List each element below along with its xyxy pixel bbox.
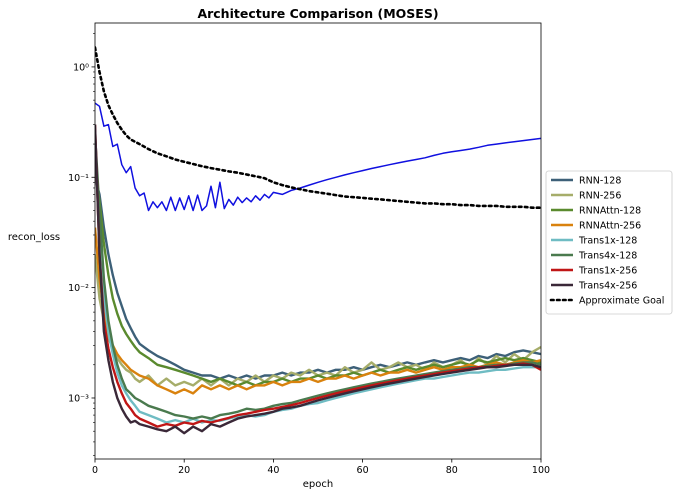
series-line-approximate-goal — [95, 46, 541, 209]
x-tick-label: 60 — [357, 465, 369, 476]
series-line-rnnattn-256 — [95, 227, 541, 395]
legend-label: Trans4x-128 — [578, 251, 637, 262]
x-tick-label: 0 — [92, 465, 98, 476]
legend: RNN-128 RNN-256 RNNAttn-128 RNNAttn-256 Tran… — [545, 170, 673, 315]
legend-label: RNN-128 — [579, 176, 621, 187]
plot-area: 0 20 40 60 80 100 10⁻³ 10⁻² 10⁻¹ 10⁰ — [68, 22, 550, 476]
y-tick-label: 10⁰ — [73, 62, 89, 73]
plot-frame — [94, 22, 542, 460]
series-line-rnn-256 — [95, 254, 541, 387]
series-group — [95, 46, 541, 435]
x-tick-label: 80 — [446, 465, 458, 476]
x-tick-label: 20 — [178, 465, 190, 476]
legend-box — [545, 170, 673, 315]
series-line-rnnattn-128 — [95, 164, 541, 387]
legend-label: Approximate Goal — [579, 296, 664, 307]
legend-label: Trans1x-256 — [578, 266, 637, 277]
chart-title: Architecture Comparison (MOSES) — [197, 6, 438, 21]
legend-label: Trans1x-128 — [578, 236, 637, 247]
x-axis-label: epoch — [303, 479, 333, 490]
legend-label: Trans4x-256 — [578, 281, 637, 292]
x-tick-label: 40 — [267, 465, 279, 476]
legend-label: RNNAttn-256 — [579, 221, 641, 232]
legend-label: RNNAttn-128 — [579, 206, 641, 217]
y-tick-label: 10⁻³ — [68, 393, 89, 404]
x-tick-label: 100 — [532, 465, 550, 476]
series-line-trans1x-256 — [95, 124, 541, 428]
series-line-trans4x-256 — [95, 124, 541, 435]
y-tick-label: 10⁻¹ — [68, 173, 89, 184]
series-line-trans4x-128 — [95, 133, 541, 420]
y-axis-label: recon_loss — [8, 232, 60, 243]
legend-label: RNN-256 — [579, 191, 621, 202]
series-line-unlabeled — [95, 102, 541, 212]
y-tick-label: 10⁻² — [68, 283, 89, 294]
